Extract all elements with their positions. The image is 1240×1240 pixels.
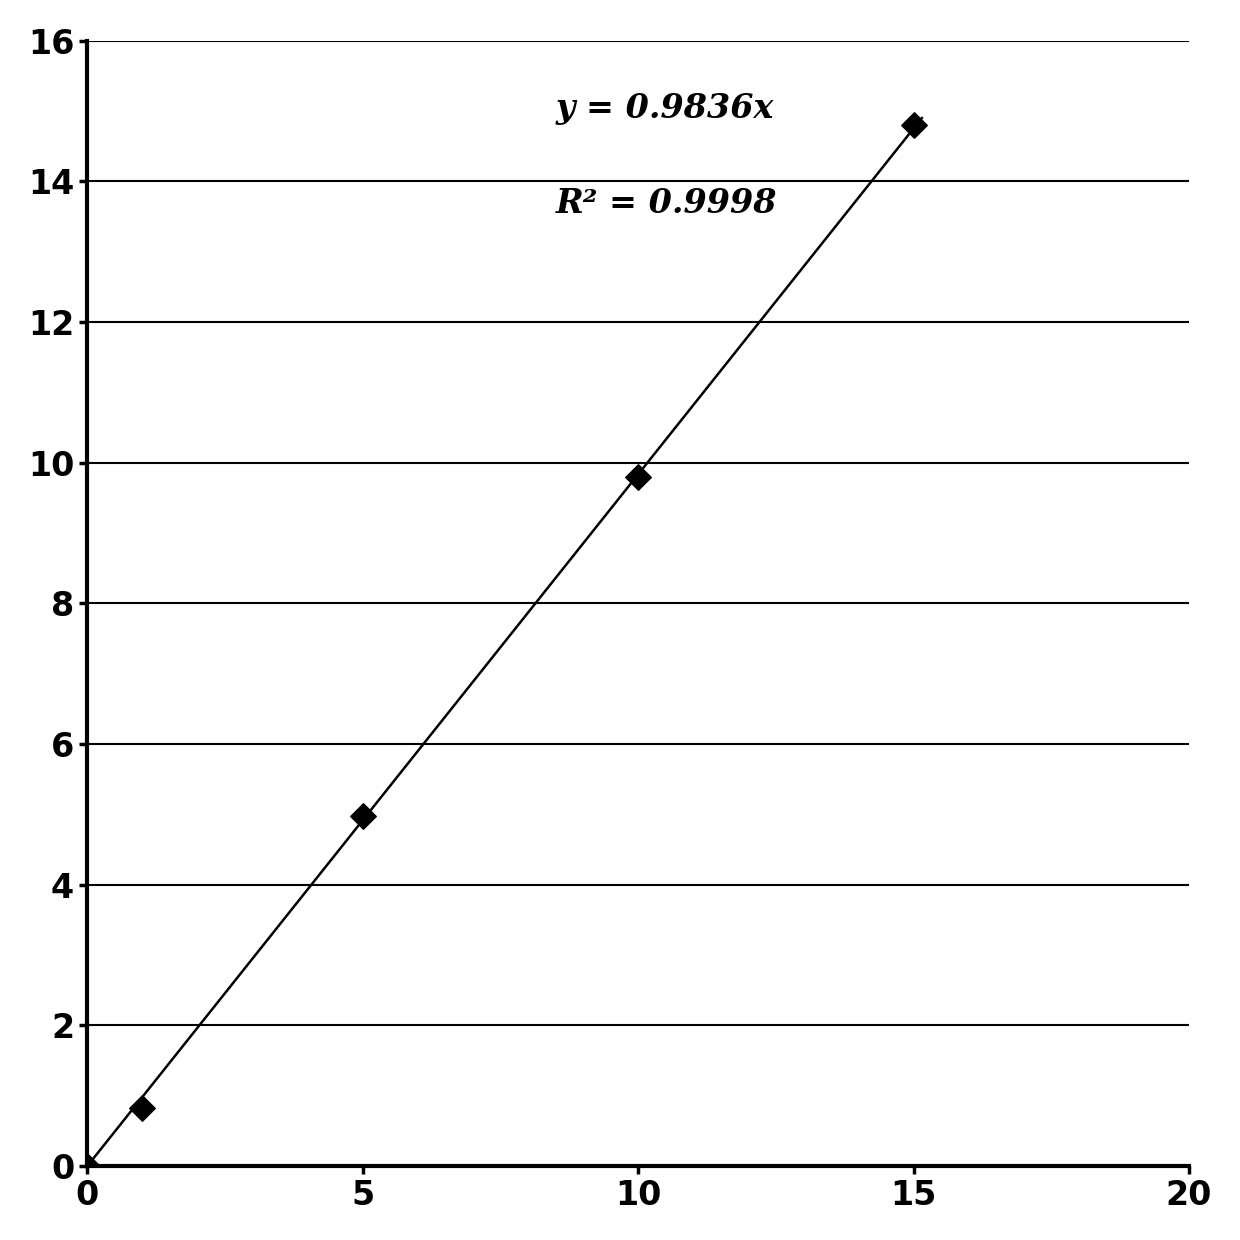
Point	[904, 115, 924, 135]
Point	[629, 467, 649, 487]
Point	[133, 1099, 153, 1118]
Text: y = 0.9836x: y = 0.9836x	[556, 92, 774, 125]
Point	[77, 1156, 97, 1176]
Point	[353, 806, 373, 826]
Text: R² = 0.9998: R² = 0.9998	[556, 187, 777, 219]
